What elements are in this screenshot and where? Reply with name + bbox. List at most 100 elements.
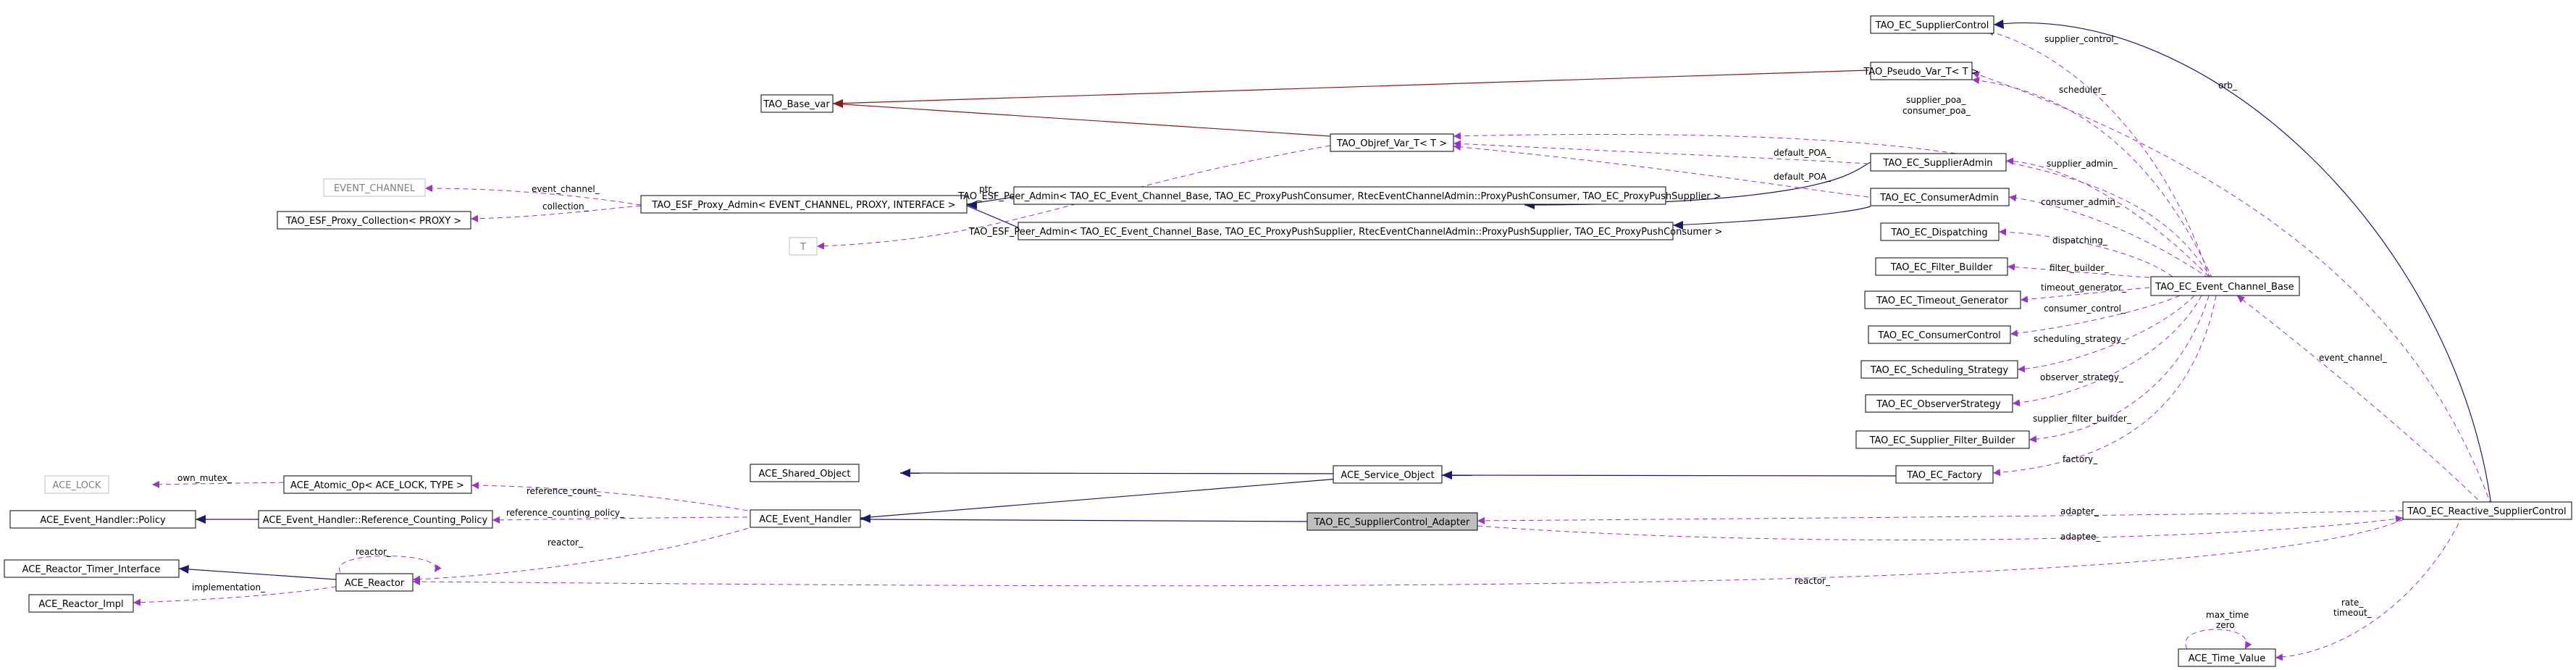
class-node-esf-proxy-admin[interactable]: TAO_ESF_Proxy_Admin< EVENT_CHANNEL, PROX… — [640, 195, 968, 214]
edge-ref-counting-policy-usage — [492, 516, 757, 524]
class-node-label: TAO_EC_Supplier_Filter_Builder — [1869, 435, 2016, 446]
class-node-event-handler[interactable]: ACE_Event_Handler — [750, 509, 861, 528]
class-node-label: TAO_EC_Reactive_SupplierControl — [2407, 506, 2566, 517]
class-node-label: ACE_Service_Object — [1341, 470, 1434, 481]
edge-supplier-admin-usage — [2005, 157, 2210, 277]
class-node-time-value[interactable]: ACE_Time_Value — [2178, 648, 2276, 667]
class-node-reactor-impl[interactable]: ACE_Reactor_Impl — [28, 594, 134, 613]
edge-label: default_POA_ — [1774, 148, 1832, 158]
edge-label: orb_ — [2218, 80, 2238, 91]
edge-collection-usage — [470, 205, 642, 222]
edge-service-object-to-shared-object — [899, 472, 1348, 474]
class-node-reactive-supplier-control[interactable]: TAO_EC_Reactive_SupplierControl — [2402, 501, 2572, 520]
edge-label: default_POA_ — [1774, 172, 1832, 182]
class-node-label: T — [800, 242, 806, 253]
arrowhead-timer-interface — [179, 565, 189, 574]
class-node-label: TAO_ESF_Peer_Admin< TAO_EC_Event_Channel… — [968, 227, 1723, 238]
class-node-factory[interactable]: TAO_EC_Factory — [1895, 465, 1994, 484]
edge-label: reactor_ — [1795, 576, 1831, 586]
class-node-atomic-op[interactable]: ACE_Atomic_Op< ACE_LOCK, TYPE > — [283, 475, 472, 494]
edge-adapter-usage — [1477, 510, 2404, 524]
edge-label: scheduler_ — [2059, 85, 2107, 95]
edge-label: factory_ — [2063, 454, 2098, 464]
edge-consumer-admin-usage — [2008, 194, 2210, 279]
class-node-supplier-filter-builder[interactable]: TAO_EC_Supplier_Filter_Builder — [1855, 430, 2030, 449]
class-node-filter-builder[interactable]: TAO_EC_Filter_Builder — [1875, 257, 2008, 276]
edge-label: event_channel_ — [532, 184, 600, 194]
edge-supplier-control-usage — [1986, 28, 2213, 288]
edge-label: ptr_ — [979, 184, 997, 194]
class-node-label: TAO_EC_SupplierControl_Adapter — [1314, 517, 1470, 528]
class-node-service-object[interactable]: ACE_Service_Object — [1333, 465, 1443, 484]
edge-label: supplier_poa_ — [1906, 95, 1966, 105]
arrowhead-supplier-control — [1994, 20, 2004, 29]
edge-dispatching-usage — [1998, 228, 2173, 277]
class-node-supplier-control[interactable]: TAO_EC_SupplierControl — [1870, 15, 1994, 34]
class-node-observer-strategy[interactable]: TAO_EC_ObserverStrategy — [1865, 394, 2013, 413]
class-node-scheduling-strategy[interactable]: TAO_EC_Scheduling_Strategy — [1860, 360, 2018, 379]
class-node-label: TAO_EC_ConsumerControl — [1877, 330, 2000, 341]
edge-label: timeout_ — [2333, 608, 2372, 618]
class-node-label: ACE_Reactor_Impl — [38, 599, 123, 610]
class-node-supplier-admin[interactable]: TAO_EC_SupplierAdmin — [1870, 153, 2007, 172]
edge-label: consumer_admin_ — [2041, 197, 2120, 207]
class-node-esf-proxy-collection[interactable]: TAO_ESF_Proxy_Collection< PROXY > — [277, 211, 471, 230]
class-node-label: TAO_EC_ObserverStrategy — [1876, 399, 2001, 410]
edge-labels: supplier_control_ orb_ scheduler_ suppli… — [177, 34, 2388, 630]
class-node-timeout-generator[interactable]: TAO_EC_Timeout_Generator — [1864, 290, 2021, 309]
edge-label: event_channel_ — [2319, 353, 2388, 363]
class-node-label: ACE_Time_Value — [2189, 653, 2265, 664]
class-node-label: TAO_ESF_Proxy_Admin< EVENT_CHANNEL, PROX… — [651, 200, 955, 211]
edge-timeout-generator-usage — [2020, 286, 2159, 303]
edge-label: implementation_ — [192, 582, 266, 592]
edge-event-channel-base-usage — [2236, 295, 2485, 506]
class-node-dispatching[interactable]: TAO_EC_Dispatching — [1880, 222, 2000, 241]
class-node-label: ACE_LOCK — [52, 480, 101, 491]
class-node-ref-counting-policy[interactable]: ACE_Event_Handler::Reference_Counting_Po… — [258, 510, 493, 529]
edge-poa-usage — [1453, 132, 2217, 288]
class-node-consumer-admin[interactable]: TAO_EC_ConsumerAdmin — [1870, 188, 2010, 206]
class-node-peer-admin-supplier[interactable]: TAO_ESF_Peer_Admin< TAO_EC_Event_Channel… — [968, 222, 1723, 240]
class-node-label: ACE_Event_Handler::Reference_Counting_Po… — [263, 515, 488, 526]
class-node-base-var[interactable]: TAO_Base_var — [760, 94, 834, 113]
class-node-label: ACE_Shared_Object — [758, 469, 850, 480]
edge-label: reference_counting_policy_ — [506, 508, 625, 518]
class-node-label: TAO_EC_ConsumerAdmin — [1879, 193, 1999, 204]
class-node-shared-object[interactable]: ACE_Shared_Object — [750, 464, 860, 482]
arrowhead-event-handler — [860, 514, 870, 523]
class-node-policy[interactable]: ACE_Event_Handler::Policy — [9, 510, 196, 529]
class-node-label: TAO_Base_var — [763, 99, 830, 110]
class-node-timer-interface[interactable]: ACE_Reactor_Timer_Interface — [4, 559, 180, 578]
class-node-consumer-control[interactable]: TAO_EC_ConsumerControl — [1868, 325, 2011, 344]
edge-label: reactor_ — [356, 547, 392, 557]
edge-label: adapter_ — [2060, 506, 2099, 516]
edge-label: supplier_filter_builder_ — [2033, 414, 2132, 424]
edge-label: observer_strategy_ — [2040, 372, 2124, 382]
class-node-label: TAO_ESF_Proxy_Collection< PROXY > — [285, 216, 461, 227]
class-node-label: ACE_Reactor_Timer_Interface — [22, 564, 161, 575]
class-node-label: TAO_Objref_Var_T< T > — [1336, 138, 1447, 149]
edge-scheduler-usage — [1971, 77, 2217, 288]
class-node-event-channel-base[interactable]: TAO_EC_Event_Channel_Base — [2150, 276, 2300, 296]
class-node-pseudo-var[interactable]: TAO_Pseudo_Var_T< T > — [1863, 62, 1979, 80]
class-node-peer-admin-consumer[interactable]: TAO_ESF_Peer_Admin< TAO_EC_Event_Channel… — [957, 186, 1721, 205]
class-node-supplier-control-adapter[interactable]: TAO_EC_SupplierControl_Adapter — [1306, 512, 1478, 531]
edge-reactor-from-handler — [412, 525, 757, 583]
edge-label: rate_ — [2341, 598, 2364, 608]
edge-label: reactor_ — [547, 537, 584, 548]
class-node-event-channel[interactable]: EVENT_CHANNEL — [323, 178, 426, 197]
edges — [133, 22, 2492, 661]
class-node-label: EVENT_CHANNEL — [334, 183, 416, 194]
edge-filter-builder-usage — [2007, 263, 2159, 279]
class-node-reactor[interactable]: ACE_Reactor — [335, 573, 414, 592]
class-node-t-param[interactable]: T — [789, 237, 818, 256]
arrowhead-shared-object — [900, 469, 910, 477]
edge-reactor-to-timer-interface — [178, 568, 337, 580]
edge-label: collection_ — [542, 201, 590, 212]
class-node-label: TAO_EC_Scheduling_Strategy — [1870, 365, 2008, 376]
class-node-label: TAO_Pseudo_Var_T< T > — [1863, 67, 1979, 78]
class-node-objref-var[interactable]: TAO_Objref_Var_T< T > — [1330, 133, 1454, 152]
edge-label: consumer_poa_ — [1902, 106, 1971, 116]
edge-implementation-usage — [133, 586, 337, 606]
class-node-ace-lock[interactable]: ACE_LOCK — [44, 475, 109, 494]
